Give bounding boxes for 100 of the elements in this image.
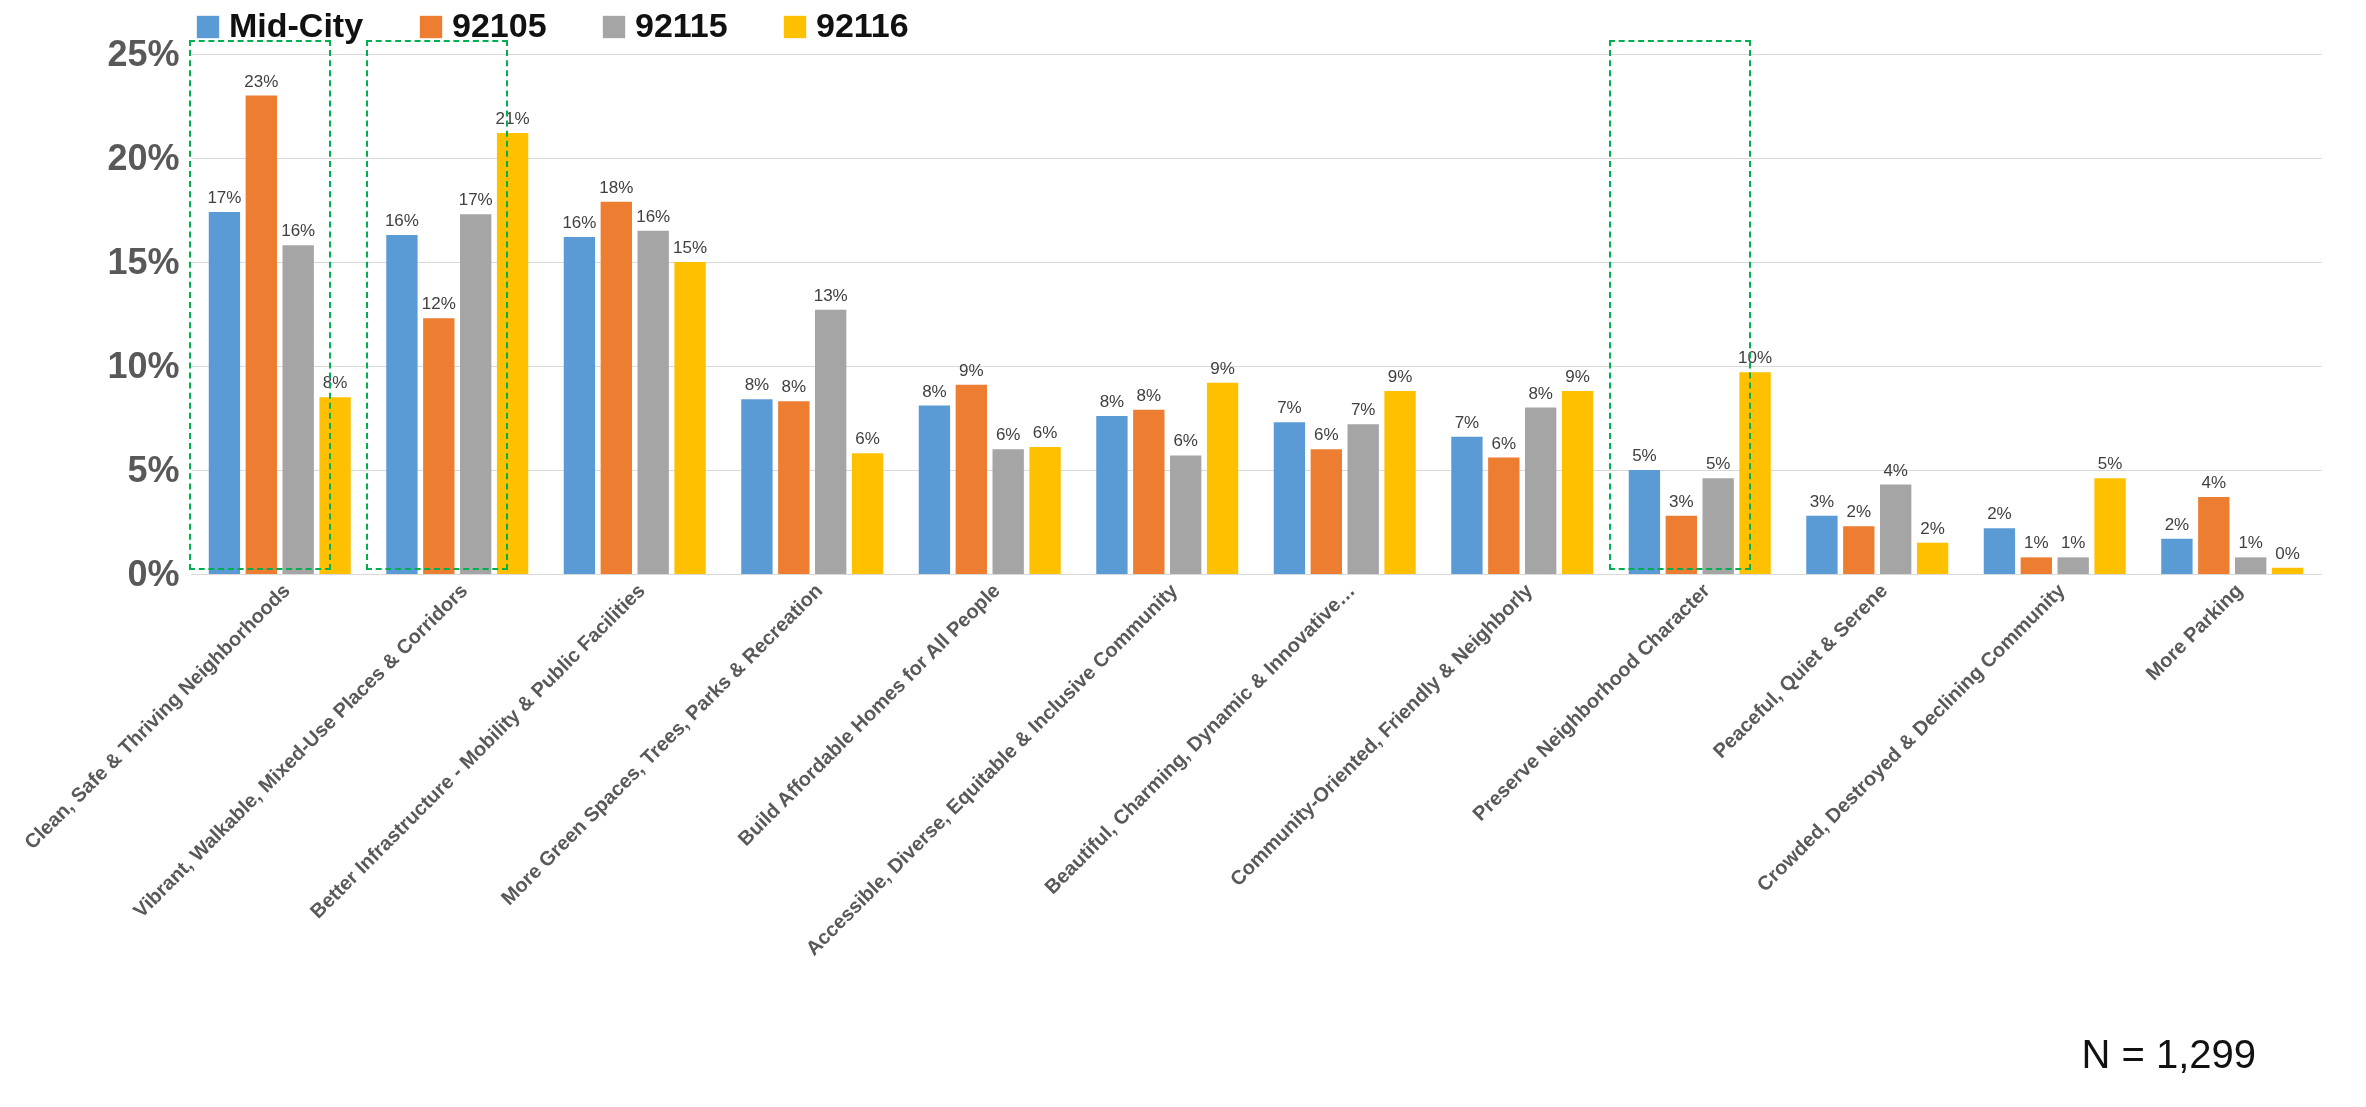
bar xyxy=(2235,557,2267,574)
data-label: 9% xyxy=(1565,366,1590,386)
bar xyxy=(386,234,418,574)
bar xyxy=(1384,390,1416,574)
bar xyxy=(918,405,951,574)
bar xyxy=(2198,497,2230,574)
data-label: 9% xyxy=(959,360,984,380)
bar xyxy=(1983,528,2016,574)
data-label: 21% xyxy=(495,109,530,129)
bar xyxy=(741,399,773,574)
data-label: 8% xyxy=(744,375,770,395)
bar xyxy=(1029,447,1061,574)
bar xyxy=(319,397,351,574)
data-label: 8% xyxy=(1528,383,1553,403)
bar xyxy=(460,214,492,574)
bar xyxy=(674,262,706,574)
bar xyxy=(496,133,529,574)
data-label: 3% xyxy=(1669,491,1694,511)
bar xyxy=(2094,478,2126,574)
bar xyxy=(1880,484,1912,574)
bar xyxy=(1133,409,1165,574)
bar xyxy=(992,449,1024,574)
data-label: 12% xyxy=(421,294,456,314)
data-label: 5% xyxy=(2097,454,2123,474)
bar xyxy=(851,453,884,574)
bar xyxy=(282,245,314,574)
bar xyxy=(423,318,455,574)
bar xyxy=(955,384,987,574)
bar xyxy=(1916,542,1949,574)
data-label: 7% xyxy=(1350,400,1376,420)
bar xyxy=(1525,407,1557,574)
data-label: 15% xyxy=(673,238,708,257)
bar xyxy=(1561,390,1594,574)
data-label: 8% xyxy=(922,381,947,401)
data-label: 2% xyxy=(1846,502,1872,522)
data-label: 5% xyxy=(1632,446,1657,465)
bar xyxy=(245,95,277,574)
data-label: 6% xyxy=(995,425,1021,445)
bar xyxy=(208,212,241,574)
data-label: 8% xyxy=(781,377,807,397)
bar xyxy=(1347,424,1379,574)
y-tick-label: 15% xyxy=(107,240,180,282)
bar xyxy=(1665,515,1697,574)
data-label: 1% xyxy=(2238,533,2263,553)
data-label: 3% xyxy=(1809,491,1835,511)
y-tick-label: 25% xyxy=(107,32,180,74)
data-label: 1% xyxy=(2024,533,2049,553)
bar xyxy=(1628,470,1661,574)
data-label: 8% xyxy=(1136,385,1162,405)
data-label: 17% xyxy=(207,188,242,208)
data-label: 1% xyxy=(2060,533,2086,553)
data-label: 10% xyxy=(1738,348,1773,368)
data-label: 16% xyxy=(636,206,671,226)
bar xyxy=(2271,567,2304,574)
data-label: 9% xyxy=(1210,358,1235,378)
data-label: 4% xyxy=(2201,473,2227,493)
bar xyxy=(1170,455,1202,574)
bar xyxy=(815,309,847,574)
text: N = 1,299 xyxy=(2081,1032,2256,1077)
bar xyxy=(1310,449,1342,574)
y-tick-label: 10% xyxy=(107,344,180,386)
data-label: 0% xyxy=(2275,543,2300,563)
bar xyxy=(1843,526,1875,574)
data-label: 16% xyxy=(384,210,419,230)
y-tick-label: 5% xyxy=(127,448,180,490)
data-label: 18% xyxy=(599,177,634,197)
data-label: 2% xyxy=(1987,504,2012,524)
data-label: 6% xyxy=(1173,431,1198,451)
bar xyxy=(1488,457,1520,574)
y-tick-label: 20% xyxy=(107,136,180,178)
legend-label: 92115 xyxy=(635,6,728,44)
bar xyxy=(2057,557,2089,574)
data-label: 6% xyxy=(1314,425,1339,445)
bar xyxy=(1096,415,1128,574)
data-label: 23% xyxy=(244,71,279,91)
data-label: 6% xyxy=(1491,433,1517,453)
data-label: 2% xyxy=(1920,518,1945,538)
data-label: 7% xyxy=(1277,398,1302,418)
bar xyxy=(1206,382,1239,574)
legend-label: 92116 xyxy=(816,6,909,44)
y-tick-label: 0% xyxy=(127,552,180,594)
data-label: 13% xyxy=(813,285,848,305)
data-label: 2% xyxy=(2164,514,2190,534)
bar xyxy=(600,201,632,574)
bar xyxy=(2161,538,2193,574)
data-label: 8% xyxy=(1099,391,1125,411)
data-label: 9% xyxy=(1387,366,1413,386)
data-label: 17% xyxy=(458,190,493,210)
bar xyxy=(1739,372,1771,574)
legend-label: 92105 xyxy=(452,6,547,44)
data-label: 6% xyxy=(1032,423,1058,443)
data-label: 7% xyxy=(1454,412,1480,432)
data-label: 4% xyxy=(1883,460,1908,480)
bar xyxy=(1451,436,1483,574)
legend-label: Mid-City xyxy=(229,6,364,44)
data-label: 5% xyxy=(1705,454,1731,474)
bar xyxy=(778,401,810,574)
data-label: 6% xyxy=(855,429,880,449)
bar xyxy=(1702,478,1734,574)
bar xyxy=(1273,422,1306,574)
